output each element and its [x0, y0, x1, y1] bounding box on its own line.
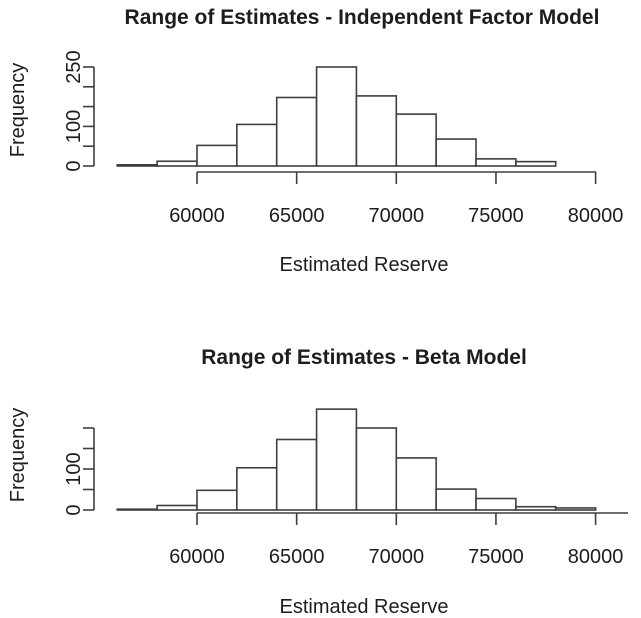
x-axis-label: Estimated Reserve [280, 596, 449, 618]
x-tick-label: 75000 [468, 205, 524, 227]
histogram-bar [515, 505, 557, 511]
histogram-bar [435, 138, 477, 167]
axes: 60000 65000 70000 75000 80000 0 100 [63, 427, 628, 568]
histogram-bar [395, 457, 437, 511]
x-tick-label: 60000 [169, 205, 225, 227]
y-tick-label: 250 [63, 50, 85, 83]
histogram-bar [275, 96, 318, 167]
histogram-bar [435, 488, 477, 511]
y-tick-label: 0 [63, 160, 85, 171]
histogram-bar [196, 489, 238, 511]
y-axis-label: Frequency [7, 63, 29, 158]
histogram-bar [116, 164, 158, 167]
y-tick-label: 0 [63, 504, 85, 515]
histogram-bar [315, 66, 358, 167]
chart-title: Range of Estimates - Beta Model [201, 346, 527, 369]
histogram-bar [315, 408, 358, 511]
histogram-bar [395, 113, 437, 167]
histogram-bar [355, 95, 398, 167]
histogram-beta-model: Range of Estimates - Beta Model 60000 650… [7, 346, 628, 618]
x-tick-label: 70000 [368, 546, 424, 568]
chart-title: Range of Estimates - Independent Factor … [125, 6, 600, 29]
histogram-bar [554, 507, 597, 511]
y-tick-label: 100 [63, 110, 85, 143]
x-tick-label: 70000 [368, 205, 424, 227]
histogram-bar [156, 160, 198, 167]
x-tick-label: 80000 [568, 205, 624, 227]
histogram-bar [156, 504, 198, 511]
histogram-bar [475, 497, 517, 511]
x-tick-label: 65000 [269, 546, 325, 568]
histogram-bar [236, 123, 278, 167]
histogram-bar [116, 508, 158, 511]
histogram-bars [116, 66, 557, 167]
histogram-bar [515, 160, 557, 167]
histogram-bars [116, 408, 597, 511]
y-tick-label: 100 [63, 452, 85, 485]
x-tick-label: 80000 [568, 546, 624, 568]
histogram-bar [236, 466, 278, 511]
histogram-bar [196, 144, 238, 167]
x-axis-label: Estimated Reserve [280, 254, 449, 276]
histogram-bar [275, 438, 318, 511]
x-tick-label: 65000 [269, 205, 325, 227]
y-axis-label: Frequency [7, 408, 29, 503]
x-tick-label: 75000 [468, 546, 524, 568]
axes: 60000 65000 70000 75000 80000 0 100 250 [63, 50, 623, 227]
histogram-independent-factor-model: Range of Estimates - Independent Factor … [7, 6, 623, 276]
histogram-bar [475, 158, 517, 167]
x-tick-label: 60000 [169, 546, 225, 568]
histogram-bar [355, 427, 398, 511]
